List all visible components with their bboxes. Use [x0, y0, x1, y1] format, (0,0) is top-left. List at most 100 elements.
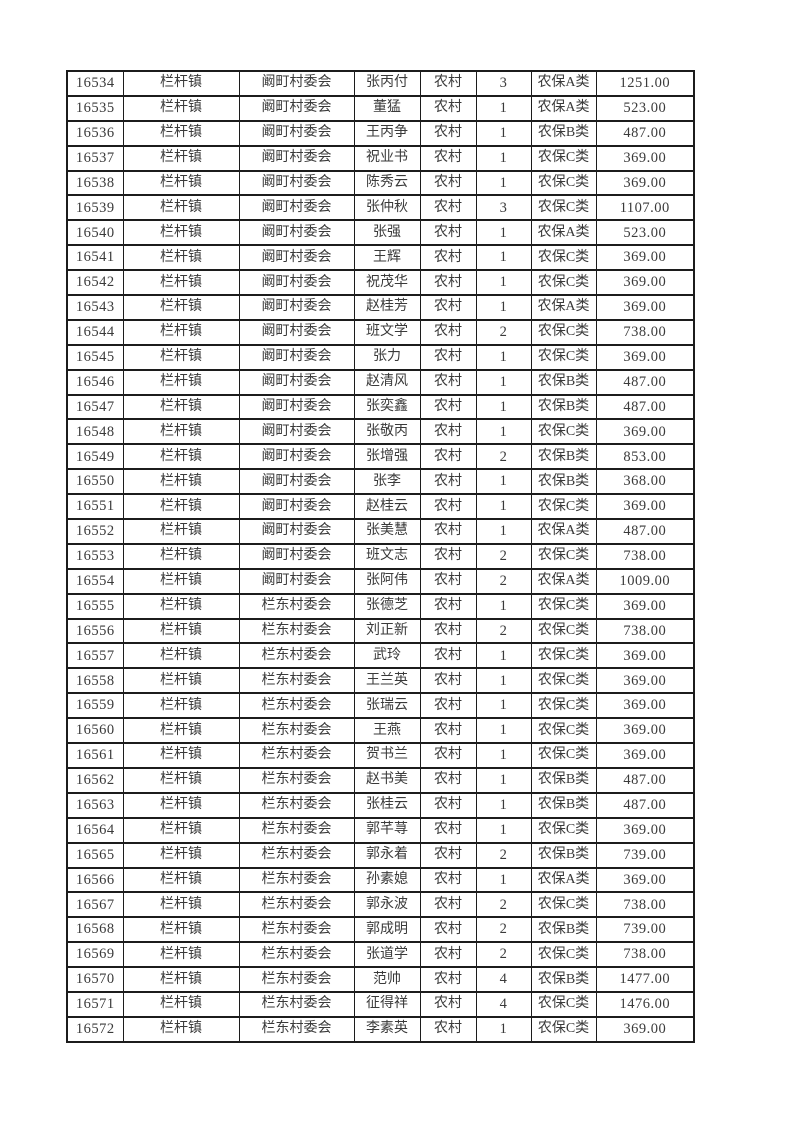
cell-name: 祝茂华: [353, 269, 421, 297]
cell-id: 16541: [66, 244, 124, 272]
cell-town: 栏杆镇: [122, 592, 240, 620]
cell-amount: 369.00: [595, 1015, 695, 1044]
cell-id: 16540: [66, 219, 124, 247]
cell-category: 农保B类: [530, 966, 597, 993]
cell-name: 陈秀云: [353, 169, 421, 197]
cell-town: 栏杆镇: [122, 916, 240, 944]
cell-town: 栏杆镇: [122, 144, 240, 172]
cell-id: 16565: [66, 841, 124, 869]
table-row: 16537 栏杆镇 阚町村委会 祝业书 农村 1 农保C类 369.00: [66, 144, 695, 172]
cell-residence: 农村: [419, 667, 477, 695]
table-row: 16545 栏杆镇 阚町村委会 张力 农村 1 农保C类 369.00: [66, 343, 695, 371]
cell-town: 栏杆镇: [122, 244, 240, 272]
cell-name: 郭芊荨: [353, 816, 421, 844]
cell-name: 贺书兰: [353, 742, 421, 769]
cell-id: 16534: [66, 70, 124, 97]
cell-town: 栏杆镇: [122, 816, 240, 844]
cell-name: 张力: [353, 343, 421, 371]
cell-category: 农保A类: [530, 567, 597, 595]
table-row: 16562 栏杆镇 栏东村委会 赵书美 农村 1 农保B类 487.00: [66, 766, 695, 794]
cell-village: 栏东村委会: [238, 916, 355, 944]
cell-count: 1: [475, 667, 532, 695]
cell-town: 栏杆镇: [122, 393, 240, 421]
cell-name: 董猛: [353, 94, 421, 122]
cell-category: 农保A类: [530, 518, 597, 545]
cell-count: 1: [475, 219, 532, 247]
cell-count: 1: [475, 592, 532, 620]
cell-category: 农保A类: [530, 294, 597, 321]
cell-name: 赵清风: [353, 368, 421, 396]
cell-village: 阚町村委会: [238, 468, 355, 496]
table-row: 16544 栏杆镇 阚町村委会 班文学 农村 2 农保C类 738.00: [66, 318, 695, 346]
cell-category: 农保C类: [530, 816, 597, 844]
cell-village: 阚町村委会: [238, 70, 355, 97]
cell-category: 农保C类: [530, 269, 597, 297]
cell-id: 16569: [66, 941, 124, 969]
table-row: 16536 栏杆镇 阚町村委会 王丙争 农村 1 农保B类 487.00: [66, 119, 695, 147]
cell-residence: 农村: [419, 368, 477, 396]
cell-id: 16535: [66, 94, 124, 122]
cell-id: 16564: [66, 816, 124, 844]
table-row: 16548 栏杆镇 阚町村委会 张敬丙 农村 1 农保C类 369.00: [66, 418, 695, 446]
cell-count: 1: [475, 468, 532, 496]
table-row: 16557 栏杆镇 栏东村委会 武玲 农村 1 农保C类 369.00: [66, 642, 695, 670]
cell-amount: 368.00: [595, 468, 695, 496]
cell-count: 1: [475, 642, 532, 670]
cell-village: 栏东村委会: [238, 990, 355, 1018]
cell-amount: 369.00: [595, 642, 695, 670]
cell-count: 2: [475, 916, 532, 944]
cell-amount: 738.00: [595, 542, 695, 570]
cell-category: 农保B类: [530, 119, 597, 147]
table-row: 16546 栏杆镇 阚町村委会 赵清风 农村 1 农保B类 487.00: [66, 368, 695, 396]
cell-amount: 523.00: [595, 94, 695, 122]
cell-residence: 农村: [419, 169, 477, 197]
cell-category: 农保C类: [530, 169, 597, 197]
cell-village: 栏东村委会: [238, 1015, 355, 1044]
cell-name: 班文学: [353, 318, 421, 346]
cell-id: 16538: [66, 169, 124, 197]
cell-amount: 369.00: [595, 816, 695, 844]
cell-category: 农保C类: [530, 343, 597, 371]
cell-name: 郭成明: [353, 916, 421, 944]
cell-town: 栏杆镇: [122, 219, 240, 247]
cell-village: 阚町村委会: [238, 343, 355, 371]
cell-residence: 农村: [419, 269, 477, 297]
cell-name: 张桂云: [353, 791, 421, 819]
cell-id: 16539: [66, 194, 124, 222]
table-row: 16558 栏杆镇 栏东村委会 王兰英 农村 1 农保C类 369.00: [66, 667, 695, 695]
table-row: 16542 栏杆镇 阚町村委会 祝茂华 农村 1 农保C类 369.00: [66, 269, 695, 297]
cell-village: 栏东村委会: [238, 592, 355, 620]
cell-category: 农保B类: [530, 443, 597, 471]
cell-residence: 农村: [419, 692, 477, 720]
cell-id: 16552: [66, 518, 124, 545]
cell-category: 农保C类: [530, 742, 597, 769]
cell-village: 栏东村委会: [238, 742, 355, 769]
cell-category: 农保C类: [530, 617, 597, 645]
cell-amount: 369.00: [595, 742, 695, 769]
cell-count: 2: [475, 318, 532, 346]
cell-amount: 1009.00: [595, 567, 695, 595]
cell-name: 祝业书: [353, 144, 421, 172]
cell-residence: 农村: [419, 642, 477, 670]
cell-id: 16544: [66, 318, 124, 346]
cell-amount: 1251.00: [595, 70, 695, 97]
cell-count: 1: [475, 816, 532, 844]
cell-name: 李素英: [353, 1015, 421, 1044]
cell-village: 阚町村委会: [238, 144, 355, 172]
cell-category: 农保C类: [530, 493, 597, 521]
cell-id: 16555: [66, 592, 124, 620]
cell-category: 农保C类: [530, 667, 597, 695]
cell-count: 2: [475, 617, 532, 645]
cell-village: 栏东村委会: [238, 692, 355, 720]
cell-village: 阚町村委会: [238, 94, 355, 122]
cell-residence: 农村: [419, 941, 477, 969]
cell-category: 农保B类: [530, 468, 597, 496]
cell-count: 2: [475, 542, 532, 570]
cell-town: 栏杆镇: [122, 791, 240, 819]
cell-amount: 738.00: [595, 941, 695, 969]
cell-count: 1: [475, 269, 532, 297]
cell-name: 张增强: [353, 443, 421, 471]
table-row: 16552 栏杆镇 阚町村委会 张美慧 农村 1 农保A类 487.00: [66, 518, 695, 545]
cell-count: 2: [475, 841, 532, 869]
cell-amount: 738.00: [595, 318, 695, 346]
